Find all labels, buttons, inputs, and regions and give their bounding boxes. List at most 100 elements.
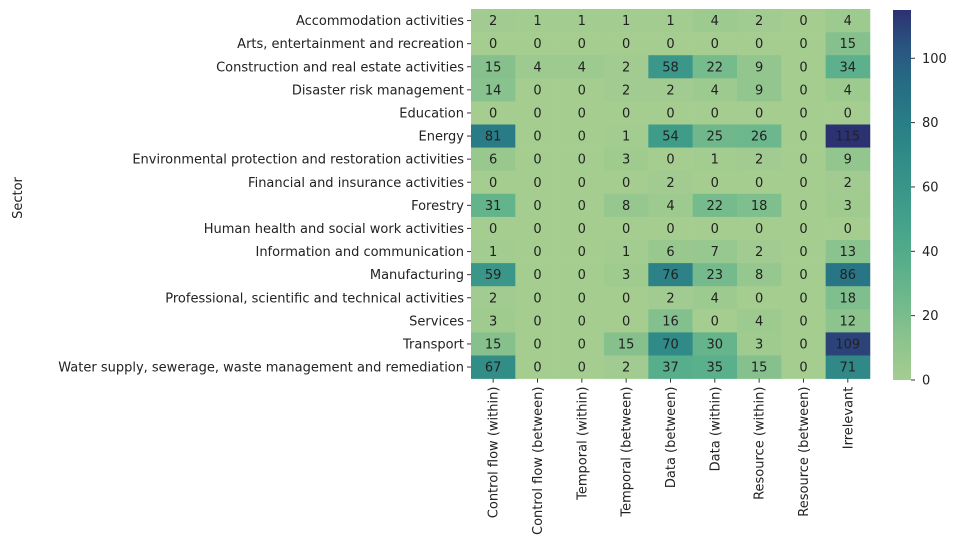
cell-value: 35: [707, 361, 724, 376]
cell-value: 0: [533, 361, 541, 376]
heatmap-cell: [825, 240, 871, 264]
heatmap-cell: [825, 32, 871, 56]
cell-value: 15: [485, 60, 502, 75]
cell-value: 0: [622, 37, 630, 52]
cell-value: 6: [666, 245, 674, 260]
heatmap-cell: [559, 355, 605, 379]
column-label: Data (within): [708, 387, 723, 472]
heatmap-cell: [692, 263, 738, 287]
cell-value: 9: [844, 153, 852, 168]
heatmap-cell: [692, 55, 738, 79]
heatmap-cell: [825, 124, 871, 148]
heatmap-cell: [515, 332, 560, 356]
row-label: Accommodation activities: [296, 14, 464, 29]
heatmap-cell: [559, 101, 605, 125]
cell-value: 8: [755, 268, 763, 283]
column-label: Resource (within): [753, 387, 768, 500]
cell-value: 2: [489, 14, 497, 29]
heatmap-cell: [736, 170, 782, 195]
heatmap-cell: [781, 78, 826, 102]
cell-value: 0: [799, 176, 807, 191]
cell-value: 0: [578, 268, 586, 283]
cell-value: 18: [840, 291, 857, 306]
heatmap-cell: [471, 332, 516, 356]
heatmap-cell: [559, 332, 605, 356]
cell-value: 0: [533, 222, 541, 237]
cell-value: 8: [622, 199, 630, 214]
heatmap-cell: [471, 170, 516, 195]
heatmap-cell: [648, 355, 693, 379]
heatmap-cell: [825, 147, 871, 171]
cell-value: 12: [840, 314, 857, 329]
cell-value: 0: [533, 337, 541, 352]
cell-value: 0: [489, 176, 497, 191]
cell-value: 0: [844, 222, 852, 237]
heatmap-cell: [471, 101, 516, 125]
heatmap-cell: [559, 124, 605, 148]
cell-value: 2: [755, 14, 763, 29]
heatmap-cell: [471, 216, 516, 241]
cell-value: 0: [799, 222, 807, 237]
row-label: Environmental protection and restoration…: [132, 153, 464, 168]
cell-value: 22: [707, 60, 724, 75]
heatmap-cell: [781, 355, 826, 379]
cell-value: 0: [622, 291, 630, 306]
cell-value: 54: [662, 130, 679, 145]
heatmap-cell: [825, 78, 871, 102]
cell-value: 0: [799, 153, 807, 168]
cell-value: 4: [844, 83, 852, 98]
heatmap-cell: [692, 193, 738, 218]
heatmap-cell: [648, 9, 693, 33]
heatmap-cell: [515, 355, 560, 379]
cell-value: 0: [533, 130, 541, 145]
heatmap-cell: [781, 216, 826, 241]
heatmap-cell: [692, 32, 738, 56]
heatmap-cell: [515, 55, 560, 79]
column-label: Control flow (between): [531, 387, 546, 535]
heatmap-cell: [515, 286, 560, 310]
heatmap-cell: [559, 263, 605, 287]
cell-value: 0: [489, 106, 497, 121]
heatmap-cell: [559, 32, 605, 56]
cell-value: 4: [711, 83, 719, 98]
cell-value: 0: [533, 245, 541, 260]
cell-value: 15: [618, 337, 635, 352]
heatmap-cell: [471, 263, 516, 287]
heatmap-cell: [781, 32, 826, 56]
heatmap-cell: [603, 101, 649, 125]
heatmap-cell: [692, 170, 738, 195]
heatmap-cell: [825, 309, 871, 333]
heatmap-cell: [515, 216, 560, 241]
column-label: Control flow (within): [487, 387, 502, 519]
cell-value: 15: [485, 337, 502, 352]
heatmap-cell: [515, 240, 560, 264]
heatmap-cell: [692, 101, 738, 125]
row-label: Information and communication: [255, 245, 464, 260]
cell-value: 22: [707, 199, 724, 214]
column-label: Resource (between): [797, 387, 812, 517]
cell-value: 0: [799, 37, 807, 52]
heatmap-cell: [515, 124, 560, 148]
heatmap-cells: [471, 9, 871, 379]
cell-value: 2: [666, 291, 674, 306]
cell-value: 0: [578, 106, 586, 121]
heatmap-cell: [736, 193, 782, 218]
column-label: Temporal (between): [620, 387, 635, 518]
cell-value: 0: [533, 83, 541, 98]
heatmap-cell: [515, 263, 560, 287]
cell-value: 59: [485, 268, 502, 283]
cell-value: 0: [799, 314, 807, 329]
colorbar-gradient: [893, 10, 911, 380]
heatmap-cell: [736, 55, 782, 79]
colorbar-tick-label: 0: [922, 374, 930, 389]
heatmap-cell: [603, 286, 649, 310]
cell-value: 0: [489, 222, 497, 237]
heatmap-cell: [736, 32, 782, 56]
cell-value: 0: [799, 337, 807, 352]
cell-value: 16: [662, 314, 679, 329]
heatmap-cell: [736, 286, 782, 310]
cell-value: 71: [840, 361, 857, 376]
cell-value: 0: [711, 37, 719, 52]
